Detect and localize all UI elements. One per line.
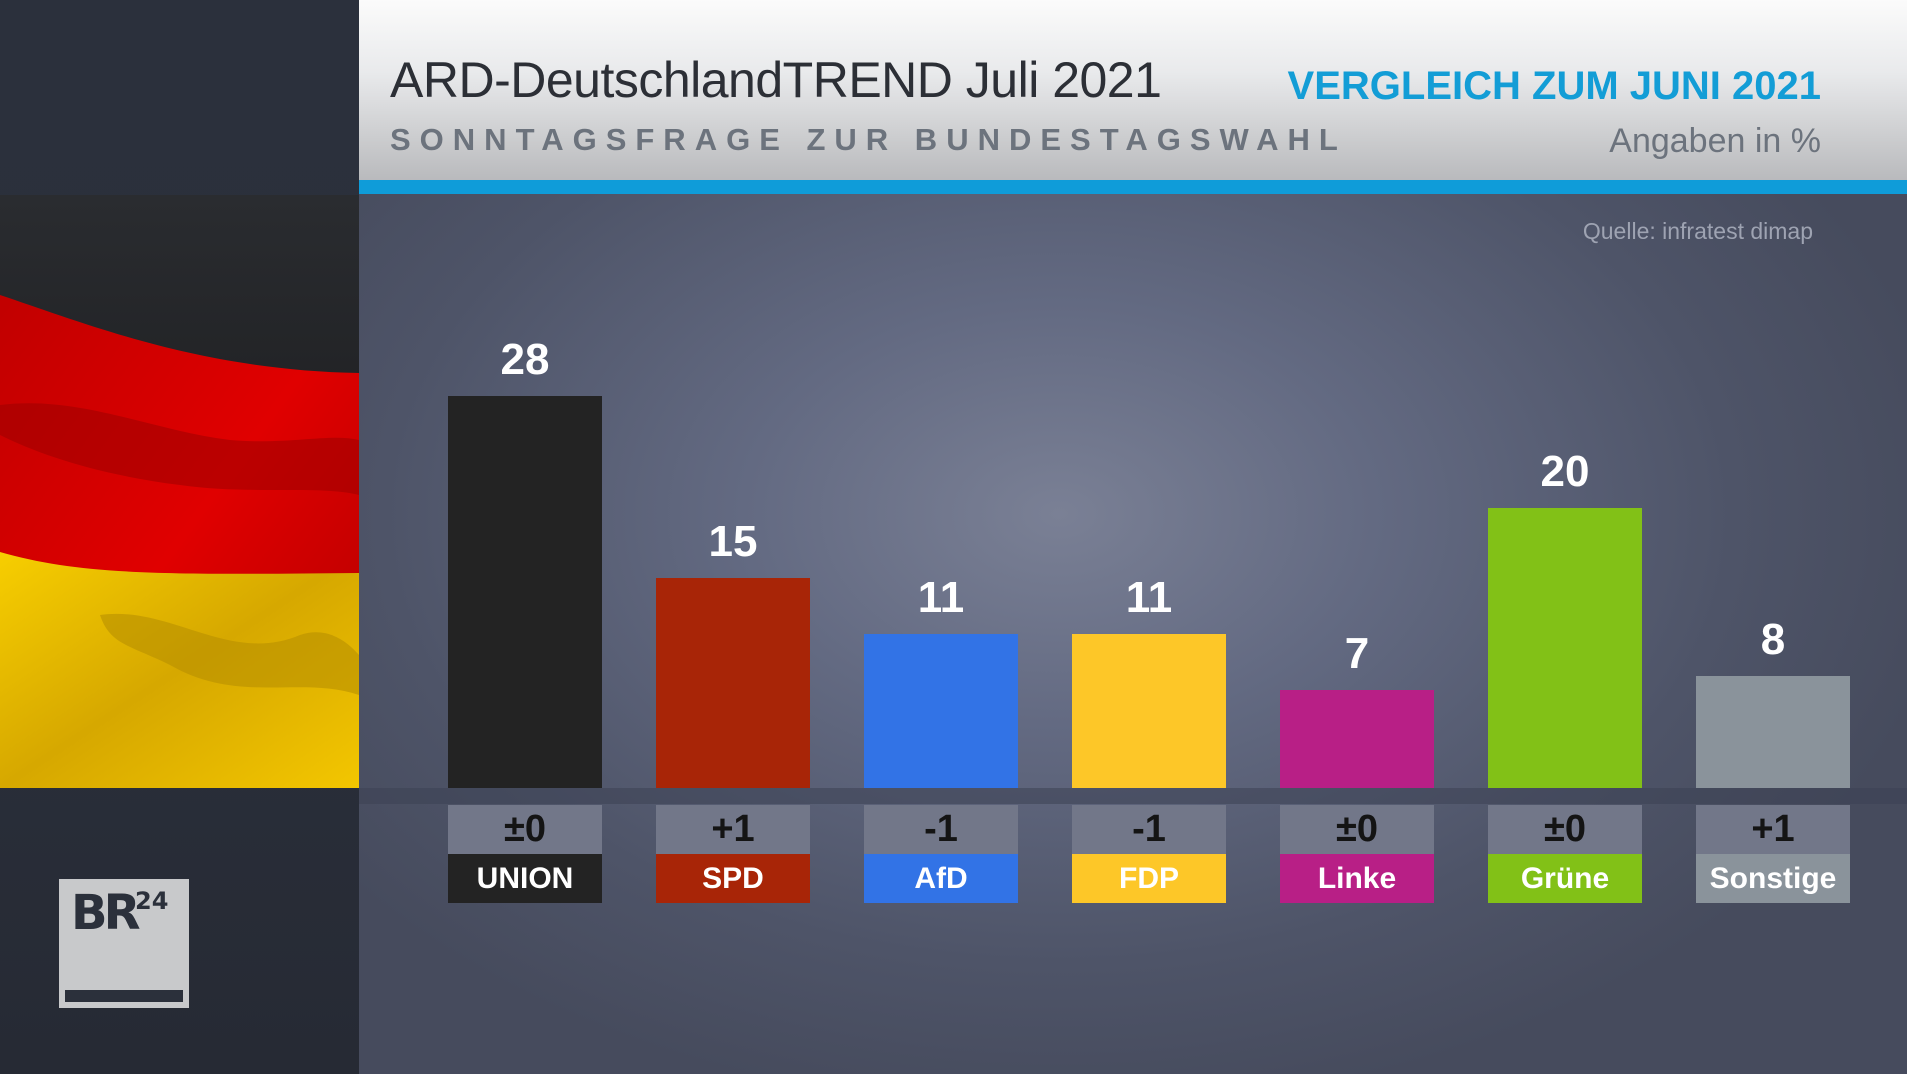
party-label: Grüne	[1488, 854, 1642, 903]
change-label: ±0	[448, 805, 602, 854]
party-label: UNION	[448, 854, 602, 903]
party-label: SPD	[656, 854, 810, 903]
left-panel: BR 24	[0, 0, 359, 1074]
page-title: ARD-DeutschlandTREND Juli 2021	[390, 52, 1162, 108]
logo-text: BR	[71, 885, 141, 941]
bar-value-label: 7	[1344, 629, 1370, 678]
party-label: Sonstige	[1696, 854, 1850, 903]
change-label: ±0	[1488, 805, 1642, 854]
unit-label: Angaben in %	[1609, 122, 1821, 160]
bar-linke	[1280, 690, 1434, 788]
bar-value-label: 11	[917, 573, 965, 622]
party-label: Linke	[1280, 854, 1434, 903]
bar-sonstige	[1696, 676, 1850, 788]
header	[359, 0, 1907, 180]
page-subtitle: SONNTAGSFRAGE ZUR BUNDESTAGSWAHL	[390, 122, 1347, 157]
logo-underline	[65, 990, 183, 1002]
change-label: ±0	[1280, 805, 1434, 854]
bar-spd	[656, 578, 810, 788]
change-label: -1	[1072, 805, 1226, 854]
chart-baseline	[359, 788, 1907, 804]
change-label: +1	[656, 805, 810, 854]
bar-value-label: 15	[708, 517, 758, 566]
party-label: AfD	[864, 854, 1018, 903]
br24-logo: BR 24	[59, 879, 189, 1008]
party-label: FDP	[1072, 854, 1226, 903]
header-accent-line	[359, 180, 1907, 194]
comparison-label: VERGLEICH ZUM JUNI 2021	[1287, 64, 1821, 108]
bar-value-label: 8	[1760, 615, 1786, 664]
change-label: +1	[1696, 805, 1850, 854]
bar-grüne	[1488, 508, 1642, 788]
source-label: Quelle: infratest dimap	[1582, 218, 1813, 244]
bar-afd	[864, 634, 1018, 788]
bar-value-label: 20	[1540, 447, 1590, 496]
bar-union	[448, 396, 602, 788]
german-flag-image	[0, 195, 359, 788]
change-label: -1	[864, 805, 1018, 854]
logo-superscript: 24	[135, 887, 169, 915]
bar-value-label: 11	[1125, 573, 1173, 622]
bar-value-label: 28	[500, 335, 550, 384]
bar-fdp	[1072, 634, 1226, 788]
